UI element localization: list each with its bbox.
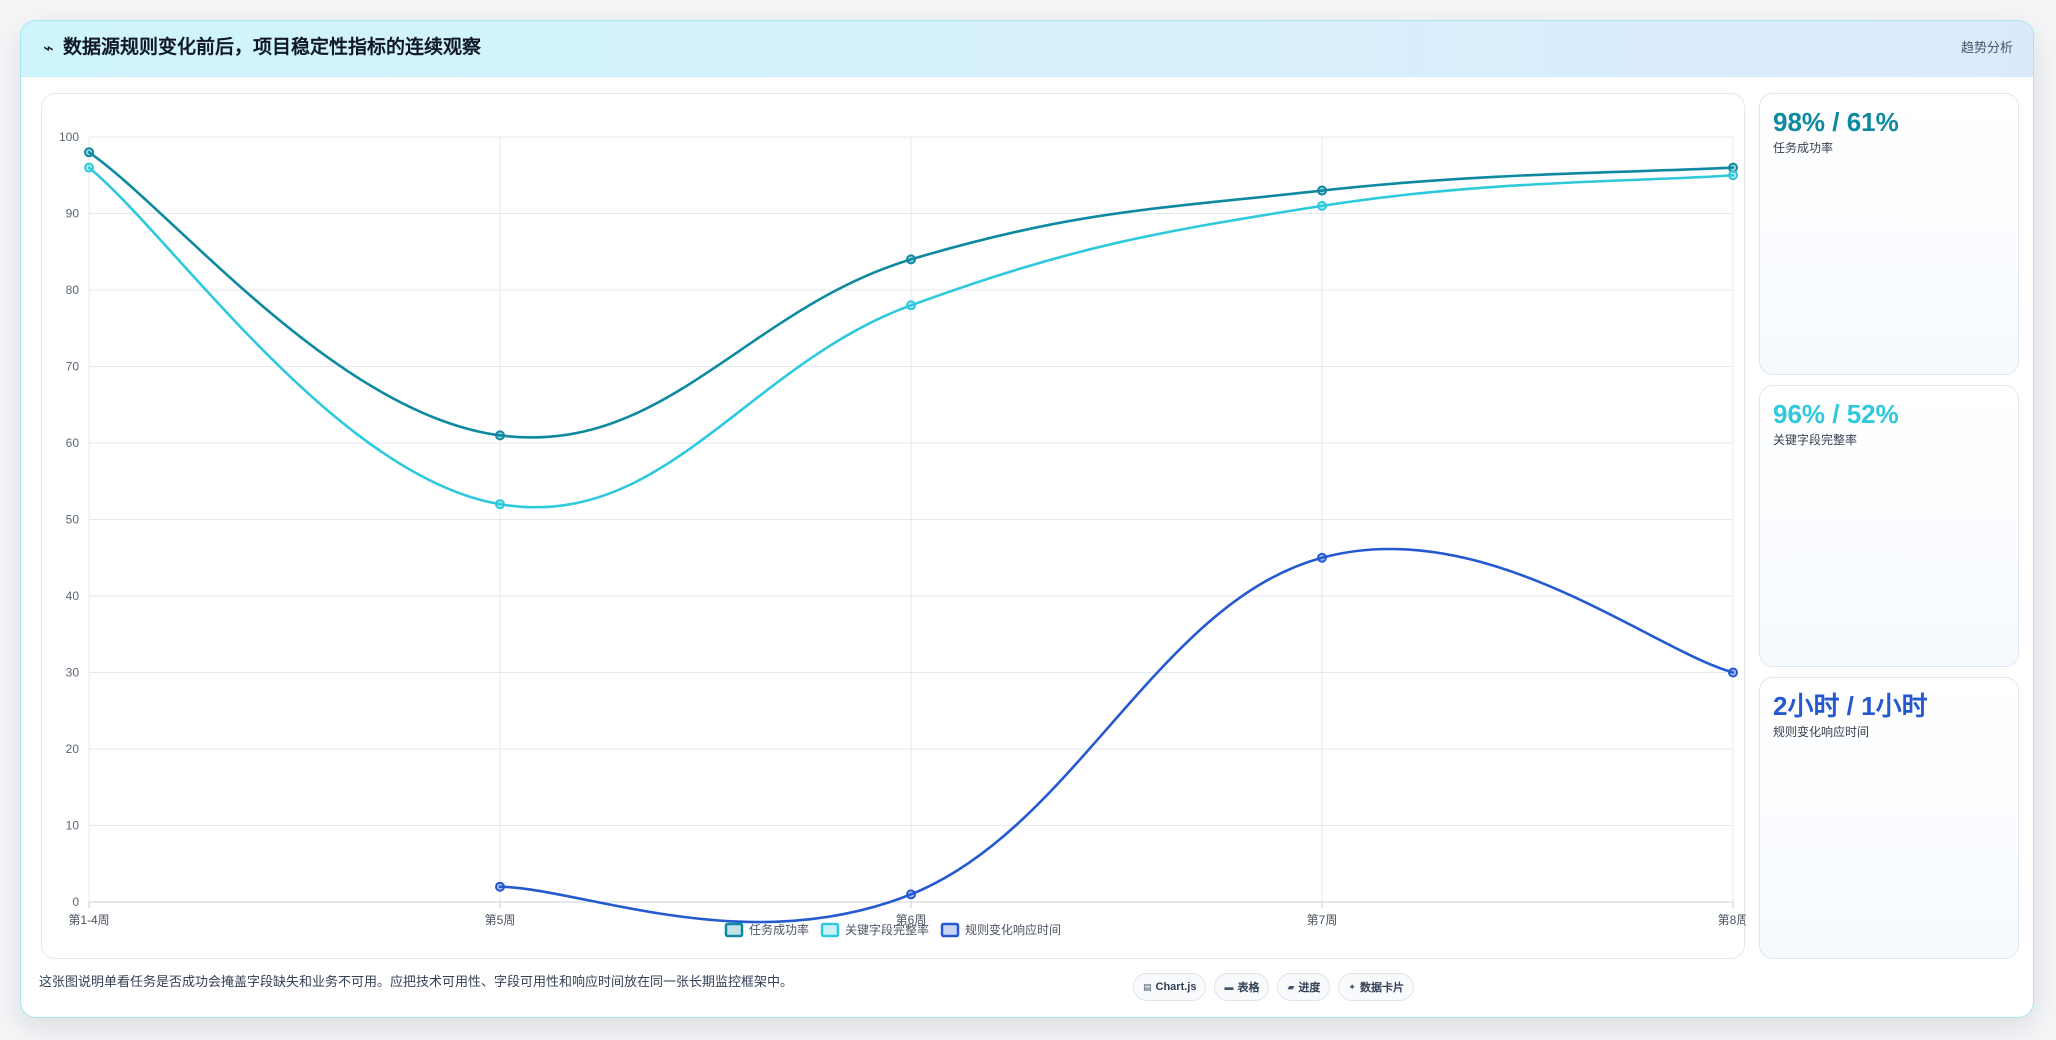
data-point (1317, 552, 1327, 563)
data-point (1728, 170, 1738, 181)
y-tick-label: 60 (66, 436, 80, 450)
kpi-card-field-completeness: 96% / 52% 关键字段完整率 (1759, 385, 2019, 667)
kpi-label: 关键字段完整率 (1773, 433, 1858, 447)
dashboard-card: ⌁ 数据源规则变化前后，项目稳定性指标的连续观察 趋势分析 0 10 20 30 40 5… (20, 20, 2034, 1018)
legend-swatch (820, 922, 840, 938)
kpi-value: 2小时 / 1小时 (1773, 691, 1928, 721)
data-card-icon: ✦ (1348, 981, 1356, 992)
chart-caption: 这张图说明单看任务是否成功会掩盖字段缺失和业务不可用。应把技术可用性、字段可用性… (39, 974, 794, 989)
data-point (495, 430, 505, 441)
data-point (1317, 200, 1327, 211)
data-point (1728, 667, 1738, 678)
kpi-label: 任务成功率 (1773, 141, 1834, 155)
chip-table[interactable]: ▬ 表格 (1214, 973, 1270, 1001)
chip-label: 表格 (1237, 982, 1260, 994)
data-point (495, 499, 505, 510)
chip-label: 数据卡片 (1359, 982, 1404, 994)
kpi-label: 规则变化响应时间 (1773, 725, 1870, 739)
x-tick-label: 第5周 (485, 913, 516, 927)
legend-label: 任务成功率 (749, 922, 809, 937)
chip-chartjs[interactable]: ▤ Chart.js (1133, 973, 1207, 1001)
chip-progress[interactable]: ▰ 进度 (1277, 973, 1331, 1001)
progress-icon: ▰ (1287, 981, 1295, 992)
chip-data-card[interactable]: ✦ 数据卡片 (1338, 973, 1414, 1001)
data-point (906, 300, 916, 311)
x-tick-label: 第6周 (896, 913, 927, 927)
chart-panel: 0 10 20 30 40 50 60 70 80 90 100 第1-4周 第5周 第6周 第7周 第8周任… (41, 93, 1746, 959)
legend-item: 规则变化响应时间 (940, 922, 1061, 938)
chip-label: Chart.js (1155, 981, 1197, 993)
legend-item: 关键字段完整率 (820, 922, 929, 938)
series-line-2 (87, 166, 1735, 509)
y-tick-label: 80 (66, 283, 80, 297)
y-tick-label: 70 (66, 360, 80, 374)
data-point (495, 881, 505, 892)
tech-chips: ▤ Chart.js ▬ 表格 ▰ 进度 ✦ 数据卡片 (1133, 973, 1414, 1001)
line-chart: 0 10 20 30 40 50 60 70 80 90 100 第1-4周 第5周 第6周 第7周 第8周任… (59, 130, 1746, 938)
kpi-card-success-rate: 98% / 61% 任务成功率 (1759, 93, 2019, 375)
y-tick-label: 10 (66, 819, 80, 833)
trend-line-icon: ⌁ (43, 38, 54, 58)
legend-swatch (940, 922, 960, 938)
x-tick-label: 第1-4周 (68, 913, 109, 927)
y-tick-label: 100 (59, 130, 79, 144)
legend-item: 任务成功率 (724, 922, 809, 938)
chart-icon: ▤ (1143, 981, 1152, 992)
y-tick-label: 40 (66, 589, 80, 603)
kpi-card-response-time: 2小时 / 1小时 规则变化响应时间 (1759, 677, 2019, 959)
y-tick-label: 0 (72, 895, 79, 909)
series-line-1 (87, 151, 1735, 439)
x-tick-label: 第8周 (1718, 913, 1746, 927)
legend-label: 关键字段完整率 (845, 922, 929, 937)
data-point (906, 889, 916, 900)
y-tick-label: 20 (66, 742, 80, 756)
chip-label: 进度 (1298, 982, 1321, 994)
card-header: ⌁ 数据源规则变化前后，项目稳定性指标的连续观察 趋势分析 (21, 21, 2033, 77)
header-tag: 趋势分析 (1960, 40, 2013, 55)
chart-title: 数据源规则变化前后，项目稳定性指标的连续观察 (63, 37, 482, 58)
y-tick-label: 90 (66, 207, 80, 221)
kpi-value: 98% / 61% (1773, 107, 1899, 137)
y-tick-label: 30 (66, 666, 80, 680)
table-icon: ▬ (1224, 982, 1234, 992)
data-point (1317, 185, 1327, 196)
x-tick-label: 第7周 (1307, 913, 1338, 927)
legend-label: 规则变化响应时间 (965, 922, 1061, 937)
data-point (906, 254, 916, 265)
legend-swatch (724, 922, 744, 938)
series-line-3 (498, 547, 1735, 924)
y-tick-label: 50 (66, 513, 80, 527)
data-point (84, 162, 94, 173)
data-point (84, 147, 94, 158)
kpi-value: 96% / 52% (1773, 399, 1899, 429)
